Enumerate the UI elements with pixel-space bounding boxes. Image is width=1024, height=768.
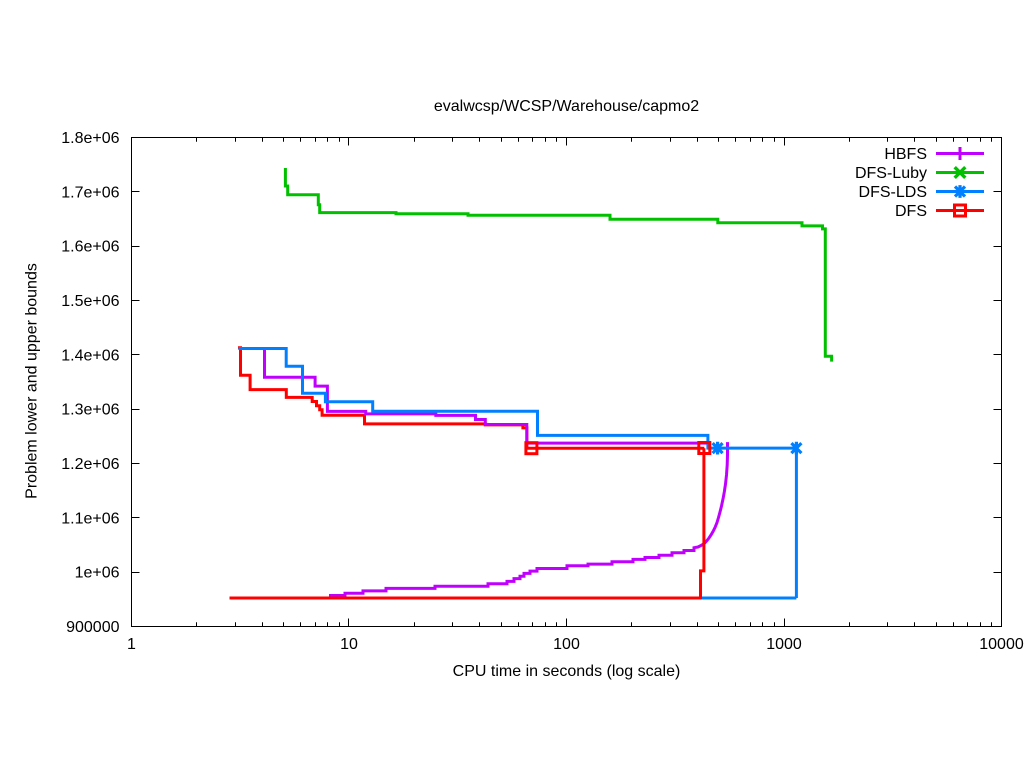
svg-text:1.2e+06: 1.2e+06 [61,456,119,473]
svg-text:Problem lower and upper bounds: Problem lower and upper bounds [24,263,41,499]
svg-text:evalwcsp/WCSP/Warehouse/capmo2: evalwcsp/WCSP/Warehouse/capmo2 [434,98,699,115]
svg-text:DFS-LDS: DFS-LDS [859,184,927,201]
svg-text:900000: 900000 [66,619,119,636]
svg-text:DFS-Luby: DFS-Luby [855,165,927,182]
svg-text:1.7e+06: 1.7e+06 [61,184,119,201]
svg-text:HBFS: HBFS [884,146,927,163]
svg-text:1000: 1000 [766,636,802,653]
svg-text:1.3e+06: 1.3e+06 [61,402,119,419]
svg-text:DFS: DFS [895,203,927,220]
svg-text:10: 10 [340,636,358,653]
svg-text:1.6e+06: 1.6e+06 [61,239,119,256]
svg-text:1.8e+06: 1.8e+06 [61,130,119,147]
svg-text:CPU time in seconds (log scale: CPU time in seconds (log scale) [453,663,681,680]
svg-text:100: 100 [553,636,580,653]
svg-text:1.5e+06: 1.5e+06 [61,293,119,310]
svg-text:10000: 10000 [979,636,1024,653]
svg-text:1e+06: 1e+06 [75,565,120,582]
svg-text:1.4e+06: 1.4e+06 [61,347,119,364]
svg-text:1.1e+06: 1.1e+06 [61,510,119,527]
svg-text:1: 1 [127,636,136,653]
